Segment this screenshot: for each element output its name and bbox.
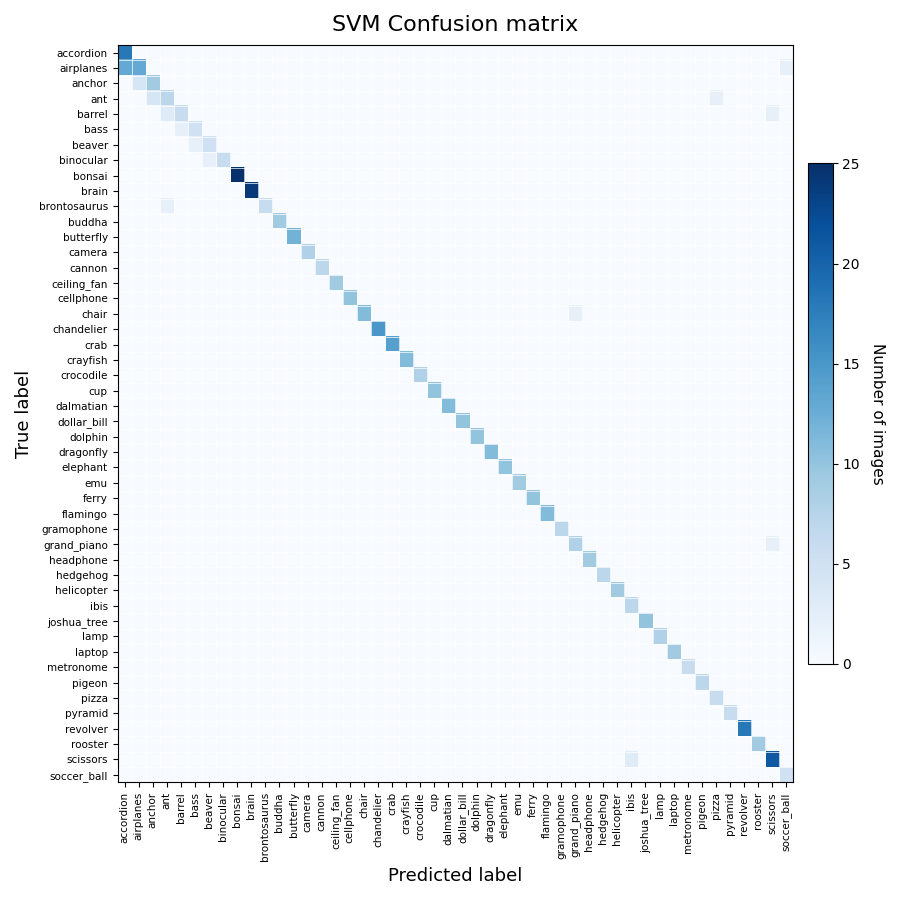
Y-axis label: Number of images: Number of images — [870, 343, 885, 484]
Title: SVM Confusion matrix: SVM Confusion matrix — [332, 15, 579, 35]
Y-axis label: True label: True label — [15, 370, 33, 458]
X-axis label: Predicted label: Predicted label — [388, 867, 523, 885]
